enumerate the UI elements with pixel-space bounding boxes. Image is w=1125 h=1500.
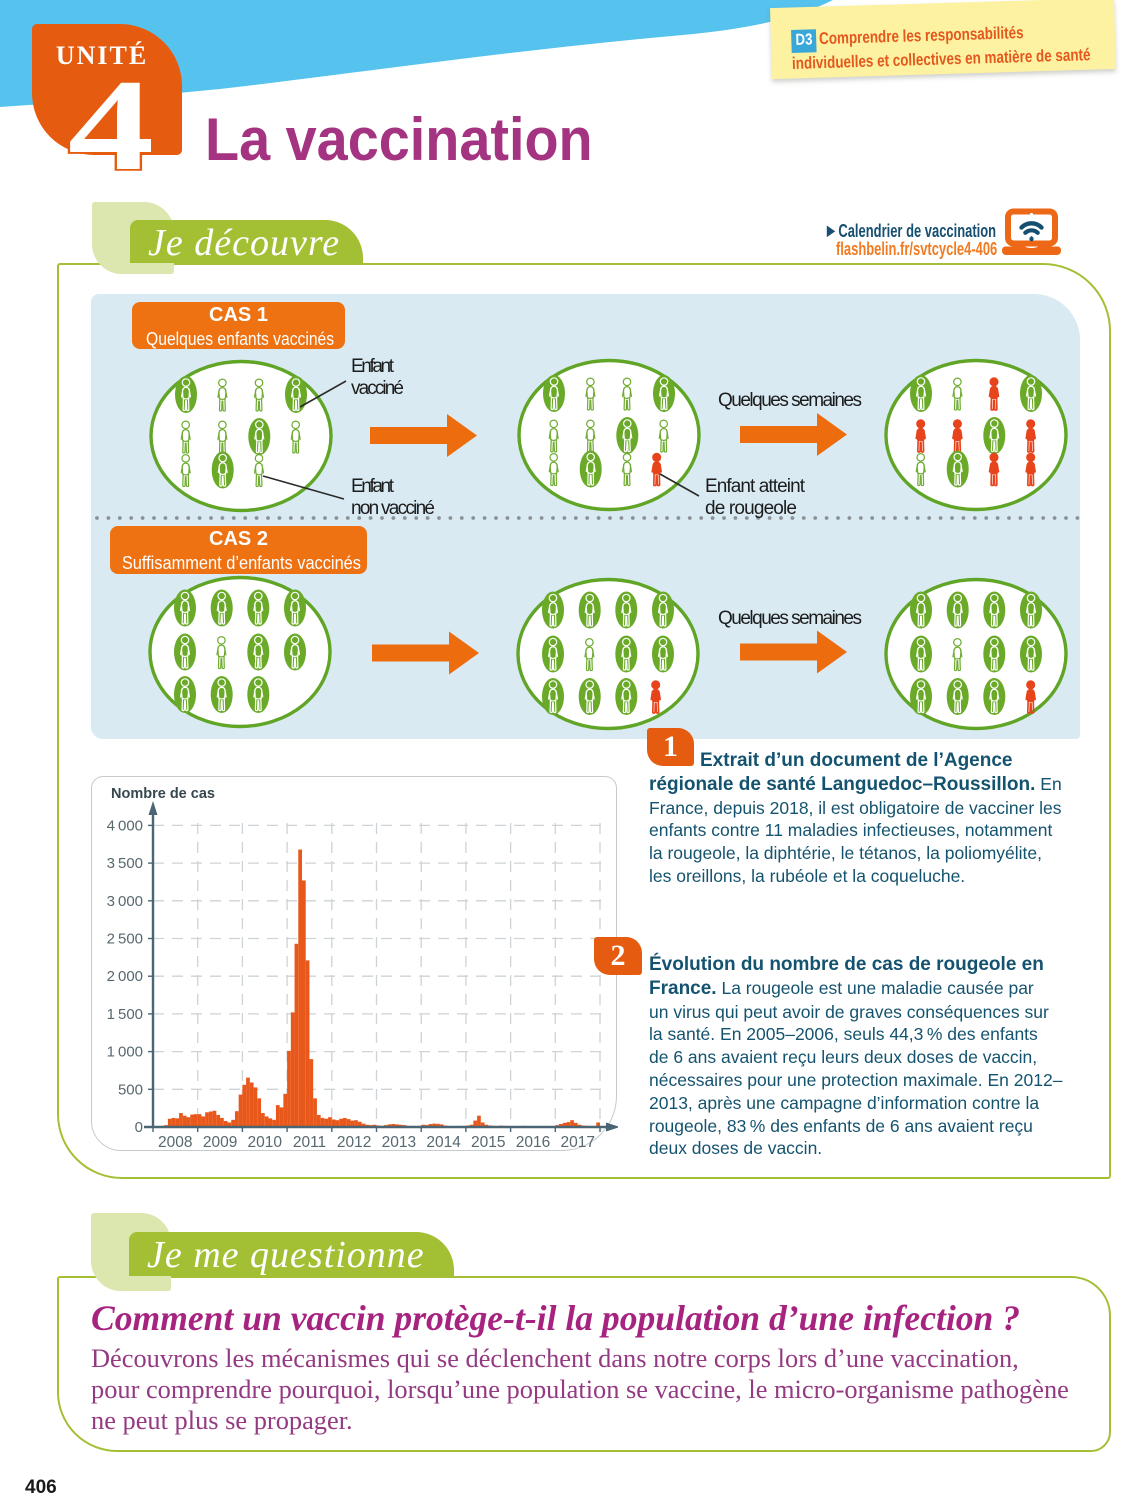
svg-text:Enfant: Enfant xyxy=(351,356,395,377)
svg-text:1 500: 1 500 xyxy=(107,1006,143,1023)
svg-text:3 500: 3 500 xyxy=(107,855,143,872)
svg-text:Quelques semaines: Quelques semaines xyxy=(718,390,862,411)
svg-text:4 000: 4 000 xyxy=(107,817,143,834)
svg-text:de rougeole: de rougeole xyxy=(705,498,797,519)
svg-text:2009: 2009 xyxy=(203,1134,237,1151)
svg-text:vacciné: vacciné xyxy=(351,378,404,399)
svg-text:2010: 2010 xyxy=(248,1134,283,1151)
svg-text:4: 4 xyxy=(68,55,154,195)
svg-text:2012: 2012 xyxy=(337,1134,371,1151)
svg-text:Enfant: Enfant xyxy=(351,476,395,497)
svg-text:2011: 2011 xyxy=(293,1134,326,1151)
svg-text:2008: 2008 xyxy=(158,1134,192,1151)
svg-text:Quelques semaines: Quelques semaines xyxy=(718,608,862,629)
svg-text:500: 500 xyxy=(118,1081,143,1098)
svg-text:Enfant atteint: Enfant atteint xyxy=(705,476,806,497)
svg-text:0: 0 xyxy=(135,1119,143,1136)
svg-text:2014: 2014 xyxy=(426,1134,461,1151)
svg-text:2 500: 2 500 xyxy=(107,931,143,948)
svg-text:3 000: 3 000 xyxy=(107,893,143,910)
svg-text:2015: 2015 xyxy=(471,1134,505,1151)
svg-text:2016: 2016 xyxy=(516,1134,550,1151)
svg-text:1 000: 1 000 xyxy=(107,1044,143,1061)
svg-text:2 000: 2 000 xyxy=(107,968,143,985)
svg-text:2017: 2017 xyxy=(560,1134,594,1151)
svg-text:non vacciné: non vacciné xyxy=(351,498,435,519)
svg-text:2013: 2013 xyxy=(382,1134,416,1151)
